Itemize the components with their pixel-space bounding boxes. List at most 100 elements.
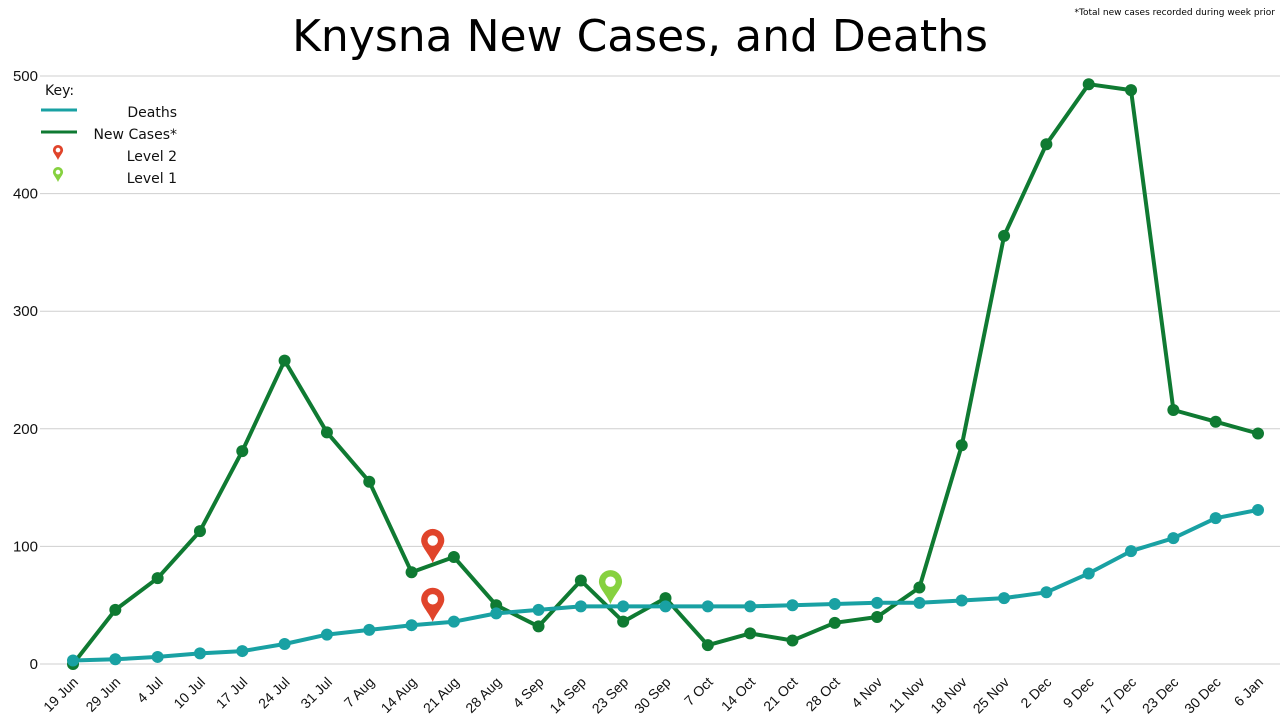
data-point-new-cases [278,354,291,367]
data-point-new-cases [447,550,460,563]
data-point-deaths [278,638,291,651]
data-point-deaths [955,594,968,607]
x-tick-label: 6 Jan [1231,674,1267,710]
x-tick-label: 21 Aug [420,674,462,716]
data-point-new-cases [1125,84,1138,97]
y-tick-label: 0 [30,656,38,673]
data-point-new-cases [871,610,884,623]
data-point-deaths [532,603,545,616]
data-point-new-cases [1040,138,1053,151]
chart-title: Knysna New Cases, and Deaths [292,11,988,62]
chart-footnote: *Total new cases recorded during week pr… [1075,8,1276,18]
data-point-new-cases [532,620,545,633]
data-point-new-cases [1209,415,1222,428]
x-tick-label: 4 Jul [134,674,166,706]
data-point-deaths [871,596,884,609]
x-tick-label: 14 Oct [718,674,759,715]
x-tick-label: 17 Jul [213,674,251,712]
data-point-deaths [998,592,1011,605]
data-point-deaths [447,615,460,628]
data-point-deaths [744,600,757,613]
x-tick-label: 9 Dec [1060,674,1097,711]
data-point-deaths [701,600,714,613]
data-point-deaths [617,600,630,613]
data-point-deaths [1167,532,1180,545]
data-point-new-cases [1082,78,1095,91]
data-point-deaths [151,650,164,663]
x-tick-label: 31 Jul [297,674,335,712]
y-tick-label: 200 [13,421,38,438]
data-point-deaths [236,645,249,658]
x-tick-label: 21 Oct [760,674,801,715]
data-point-deaths [659,600,672,613]
series-line-deaths [72,507,1259,663]
x-tick-label: 7 Aug [341,674,378,711]
x-tick-label: 4 Nov [848,674,885,711]
data-point-new-cases [744,627,757,640]
x-tick-label: 29 Jun [82,674,123,715]
data-point-new-cases [490,599,503,612]
data-point-new-cases [659,592,672,605]
y-tick-label: 100 [13,538,38,555]
data-point-deaths [913,596,926,609]
x-tick-label: 28 Oct [802,674,843,715]
legend-marker-level-2-icon [52,145,64,160]
x-tick-label: 25 Nov [970,674,1013,717]
x-tick-label: 19 Jun [40,674,81,715]
pin-shape [52,167,64,182]
data-point-deaths [828,598,841,611]
y-tick-label: 400 [13,186,38,203]
x-tick-label: 10 Jul [170,674,208,712]
x-tick-label: 11 Nov [886,674,928,716]
data-point-deaths [109,653,122,666]
x-tick-label: 14 Aug [378,674,420,716]
legend-label-level-1: Level 1 [127,171,177,187]
data-point-new-cases [786,634,799,647]
data-point-new-cases [236,445,249,458]
y-tick-label: 300 [13,303,38,320]
data-point-new-cases [193,525,206,538]
data-point-new-cases [405,566,418,579]
data-point-new-cases [1252,427,1264,440]
x-tick-label: 4 Sep [509,674,546,711]
x-tick-label: 30 Dec [1181,674,1224,717]
x-tick-label: 30 Sep [631,674,674,717]
legend-label-new-cases: New Cases* [93,127,177,143]
data-point-deaths [574,600,587,613]
x-tick-label: 14 Sep [546,674,589,717]
x-tick-label: 23 Dec [1139,674,1182,717]
legend-marker-level-1-icon [52,167,64,182]
data-point-new-cases [998,229,1011,242]
gridlines [40,75,1280,665]
data-point-deaths [1125,545,1138,558]
legend-label-level-2: Level 2 [127,149,177,165]
data-point-deaths [1082,567,1095,580]
data-point-deaths [490,607,503,620]
data-point-new-cases [109,603,122,616]
data-point-new-cases [151,572,164,585]
x-tick-label: 7 Oct [681,674,716,709]
data-point-deaths [193,647,206,660]
data-point-deaths [1252,503,1264,516]
x-tick-label: 18 Nov [927,674,970,717]
x-axis-ticks: 19 Jun 29 Jun 4 Jul 10 Jul 17 Jul 24 Jul 31 Ju… [40,674,1266,717]
x-tick-label: 28 Aug [462,674,504,716]
data-point-new-cases [913,581,926,594]
data-point-deaths [1209,512,1222,525]
data-point-new-cases [701,639,714,652]
x-tick-label: 24 Jul [255,674,293,712]
data-point-deaths [363,623,376,636]
series-layer [67,78,1264,670]
data-point-new-cases [320,426,333,439]
data-point-new-cases [1167,403,1180,416]
level-2-marker-icon [421,528,445,563]
data-point-deaths [786,599,799,612]
y-axis-ticks: 0 100 200 300 400 500 [13,68,38,673]
level-2-marker-icon [421,587,445,622]
data-point-new-cases [574,574,587,587]
x-tick-label: 2 Dec [1017,674,1054,711]
legend-label-deaths: Deaths [127,105,177,121]
x-tick-label: 17 Dec [1096,674,1139,717]
annotations [421,528,623,622]
